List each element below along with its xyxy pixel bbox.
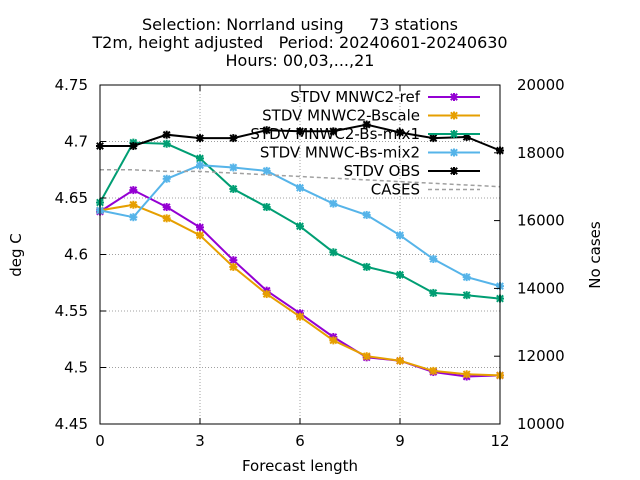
data-point xyxy=(362,352,371,361)
data-point xyxy=(296,222,304,231)
y-tick-label: 4.7 xyxy=(64,133,88,151)
data-point xyxy=(162,203,171,212)
data-point xyxy=(262,126,271,135)
y2-tick-label: 18000 xyxy=(517,144,565,162)
y2-axis-label: No cases xyxy=(586,221,604,289)
series-stdv-obs xyxy=(96,120,504,155)
axis-ticks: 4.45 4.5 4.55 4.6 4.65 4.7 4.75 0 3 6 9 12 10000 1200… xyxy=(55,76,565,450)
data-point xyxy=(162,214,171,223)
data-point xyxy=(450,148,458,157)
title-line-3: Hours: 00,03,...,21 xyxy=(226,51,375,70)
data-point xyxy=(450,130,458,138)
data-point xyxy=(429,255,438,264)
title-line-1: Selection: Norrland using 73 stations xyxy=(142,15,458,34)
x-tick-label: 3 xyxy=(195,432,205,450)
y-tick-label: 4.45 xyxy=(55,415,88,433)
data-point xyxy=(462,291,471,300)
legend-entry: CASES xyxy=(371,181,480,199)
data-point xyxy=(429,366,438,375)
data-point xyxy=(329,248,338,257)
y-tick-label: 4.5 xyxy=(64,359,88,377)
y-tick-label: 4.75 xyxy=(55,76,88,94)
data-point xyxy=(196,134,204,143)
data-point xyxy=(296,127,304,136)
data-point xyxy=(429,134,438,143)
data-point xyxy=(450,111,458,120)
legend-entry: STDV MNWC-Bs-mix2 xyxy=(260,144,480,162)
data-point xyxy=(262,166,271,175)
legend-entry: STDV MNWC2-ref xyxy=(290,88,480,106)
y2-tick-label: 12000 xyxy=(517,347,565,365)
data-point xyxy=(129,186,138,195)
legend-entry: STDV OBS xyxy=(344,162,480,180)
y2-tick-label: 10000 xyxy=(517,415,565,433)
y2-tick-label: 16000 xyxy=(517,212,565,230)
data-point xyxy=(296,312,304,321)
data-point xyxy=(229,256,238,265)
x-axis-label: Forecast length xyxy=(242,457,358,475)
data-point xyxy=(450,167,458,175)
data-point xyxy=(429,288,438,297)
y-tick-label: 4.65 xyxy=(55,189,88,207)
data-point xyxy=(396,270,404,279)
data-point xyxy=(129,213,138,222)
data-point xyxy=(129,142,138,151)
data-point xyxy=(229,184,238,193)
series-stdv-mnwc2-bs-mix1 xyxy=(96,138,504,303)
data-point xyxy=(396,128,404,137)
data-point xyxy=(196,161,204,170)
data-point xyxy=(229,163,238,172)
legend-label: STDV MNWC2-ref xyxy=(290,88,420,106)
data-point xyxy=(129,200,138,209)
x-tick-label: 9 xyxy=(395,432,405,450)
data-point xyxy=(296,183,304,192)
data-point xyxy=(329,336,338,345)
chart-title: Selection: Norrland using 73 stations T2… xyxy=(91,15,507,70)
data-point xyxy=(362,210,371,219)
x-tick-label: 0 xyxy=(95,432,105,450)
data-point xyxy=(162,130,171,139)
x-tick-label: 6 xyxy=(295,432,305,450)
data-point xyxy=(162,139,171,148)
data-point xyxy=(229,134,238,143)
series-cases xyxy=(100,169,501,188)
y2-tick-label: 20000 xyxy=(517,76,565,94)
legend-label: STDV MNWC-Bs-mix2 xyxy=(260,144,420,162)
series-layer xyxy=(96,120,504,381)
data-point xyxy=(462,273,471,282)
legend-label: STDV MNWC2-Bs-mix1 xyxy=(250,125,420,143)
data-point xyxy=(396,231,404,240)
data-point xyxy=(196,223,204,232)
data-point xyxy=(450,93,458,101)
data-point xyxy=(162,174,171,183)
data-point xyxy=(229,262,238,271)
data-point xyxy=(196,154,204,163)
y-tick-label: 4.55 xyxy=(55,302,88,320)
data-point xyxy=(396,356,404,365)
data-point xyxy=(196,231,204,240)
x-tick-label: 12 xyxy=(490,432,509,450)
data-point xyxy=(329,127,338,136)
series-line xyxy=(100,169,501,188)
y2-tick-label: 14000 xyxy=(517,279,565,297)
legend-entry: STDV MNWC2-Bscale xyxy=(262,107,480,125)
data-point xyxy=(262,290,271,299)
data-point xyxy=(362,120,371,129)
y-tick-label: 4.6 xyxy=(64,246,88,264)
data-point xyxy=(362,262,371,271)
legend-entry: STDV MNWC2-Bs-mix1 xyxy=(250,125,480,143)
data-point xyxy=(462,370,471,379)
legend-label: CASES xyxy=(371,181,420,199)
legend-label: STDV OBS xyxy=(344,162,420,180)
data-point xyxy=(329,199,338,208)
y-axis-label: deg C xyxy=(7,233,25,277)
title-line-2: T2m, height adjusted Period: 20240601-20… xyxy=(91,33,507,52)
legend-label: STDV MNWC2-Bscale xyxy=(262,107,420,125)
data-point xyxy=(262,203,271,212)
